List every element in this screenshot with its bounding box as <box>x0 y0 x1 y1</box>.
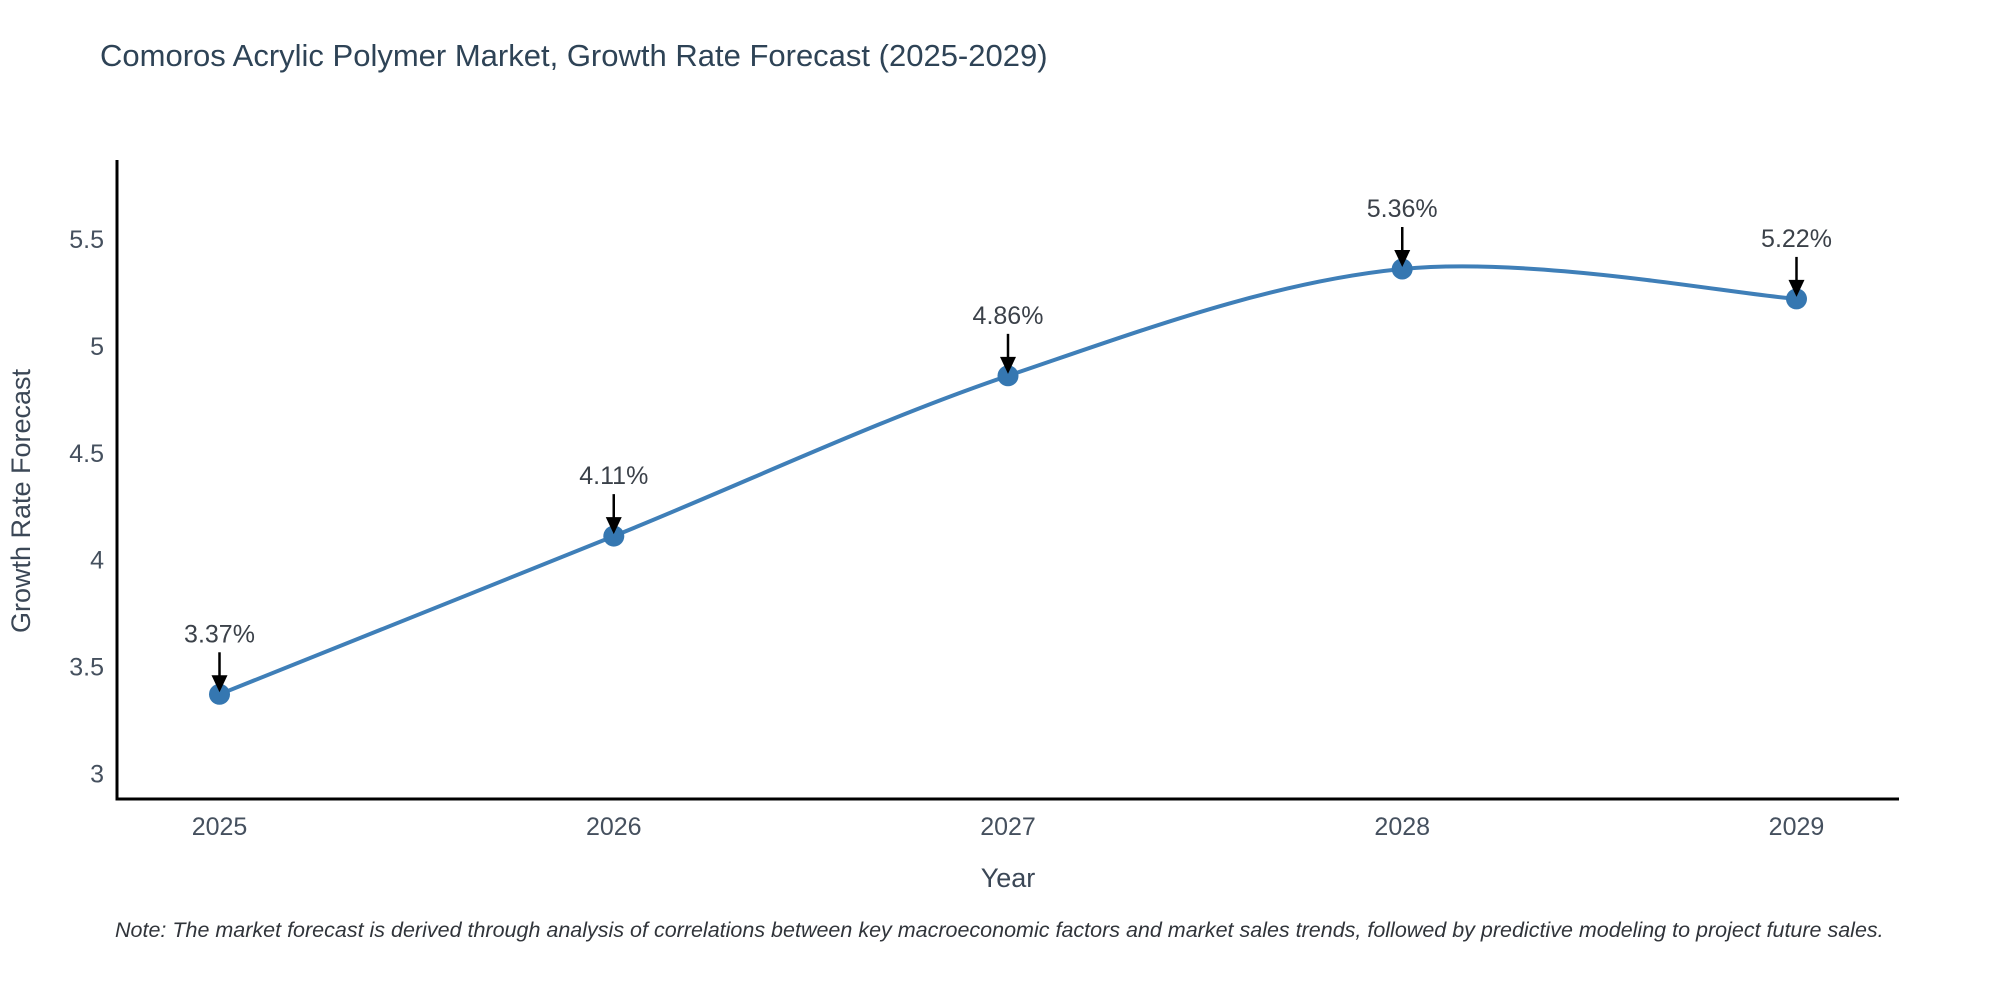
y-tick-label: 4.5 <box>69 440 104 468</box>
data-point-marker <box>603 525 625 547</box>
chart-plot-area: 3 3.5 4 4.5 5 5.5 2025 2026 2027 2028 2029 3.37% 4.1… <box>69 160 1899 841</box>
annotation-arrow-head <box>605 517 622 535</box>
annotation-arrow-head <box>211 675 228 693</box>
y-axis-title: Growth Rate Forecast <box>6 368 36 633</box>
forecast-line <box>217 264 1799 697</box>
annotation-arrow-head <box>1394 249 1411 267</box>
y-tick-label: 5.5 <box>69 226 104 254</box>
data-point-marker <box>209 683 230 705</box>
data-point-marker <box>1786 288 1807 310</box>
x-tick-label: 2028 <box>1374 813 1430 841</box>
data-point-label: 3.37% <box>184 620 255 648</box>
annotation-arrow-head <box>1788 279 1805 297</box>
chart-title: Comoros Acrylic Polymer Market, Growth R… <box>100 38 1048 73</box>
chart-footnote: Note: The market forecast is derived thr… <box>115 918 1884 942</box>
x-axis-title: Year <box>981 863 1036 893</box>
y-tick-label: 5 <box>90 333 104 361</box>
y-tick-label: 3.5 <box>69 653 104 681</box>
y-tick-label: 3 <box>90 760 104 788</box>
x-tick-label: 2025 <box>192 813 248 841</box>
x-tick-label: 2027 <box>980 813 1036 841</box>
data-point-label: 4.11% <box>579 462 648 490</box>
data-point-label: 4.86% <box>973 302 1044 330</box>
data-point-label: 5.22% <box>1761 225 1832 253</box>
annotation-arrow-head <box>1000 356 1016 374</box>
data-point-label: 5.36% <box>1367 195 1438 223</box>
x-tick-label: 2026 <box>586 813 642 841</box>
data-point-marker <box>997 365 1019 387</box>
data-point-marker <box>1391 258 1413 280</box>
y-tick-label: 4 <box>90 547 104 575</box>
x-tick-label: 2029 <box>1769 813 1825 841</box>
